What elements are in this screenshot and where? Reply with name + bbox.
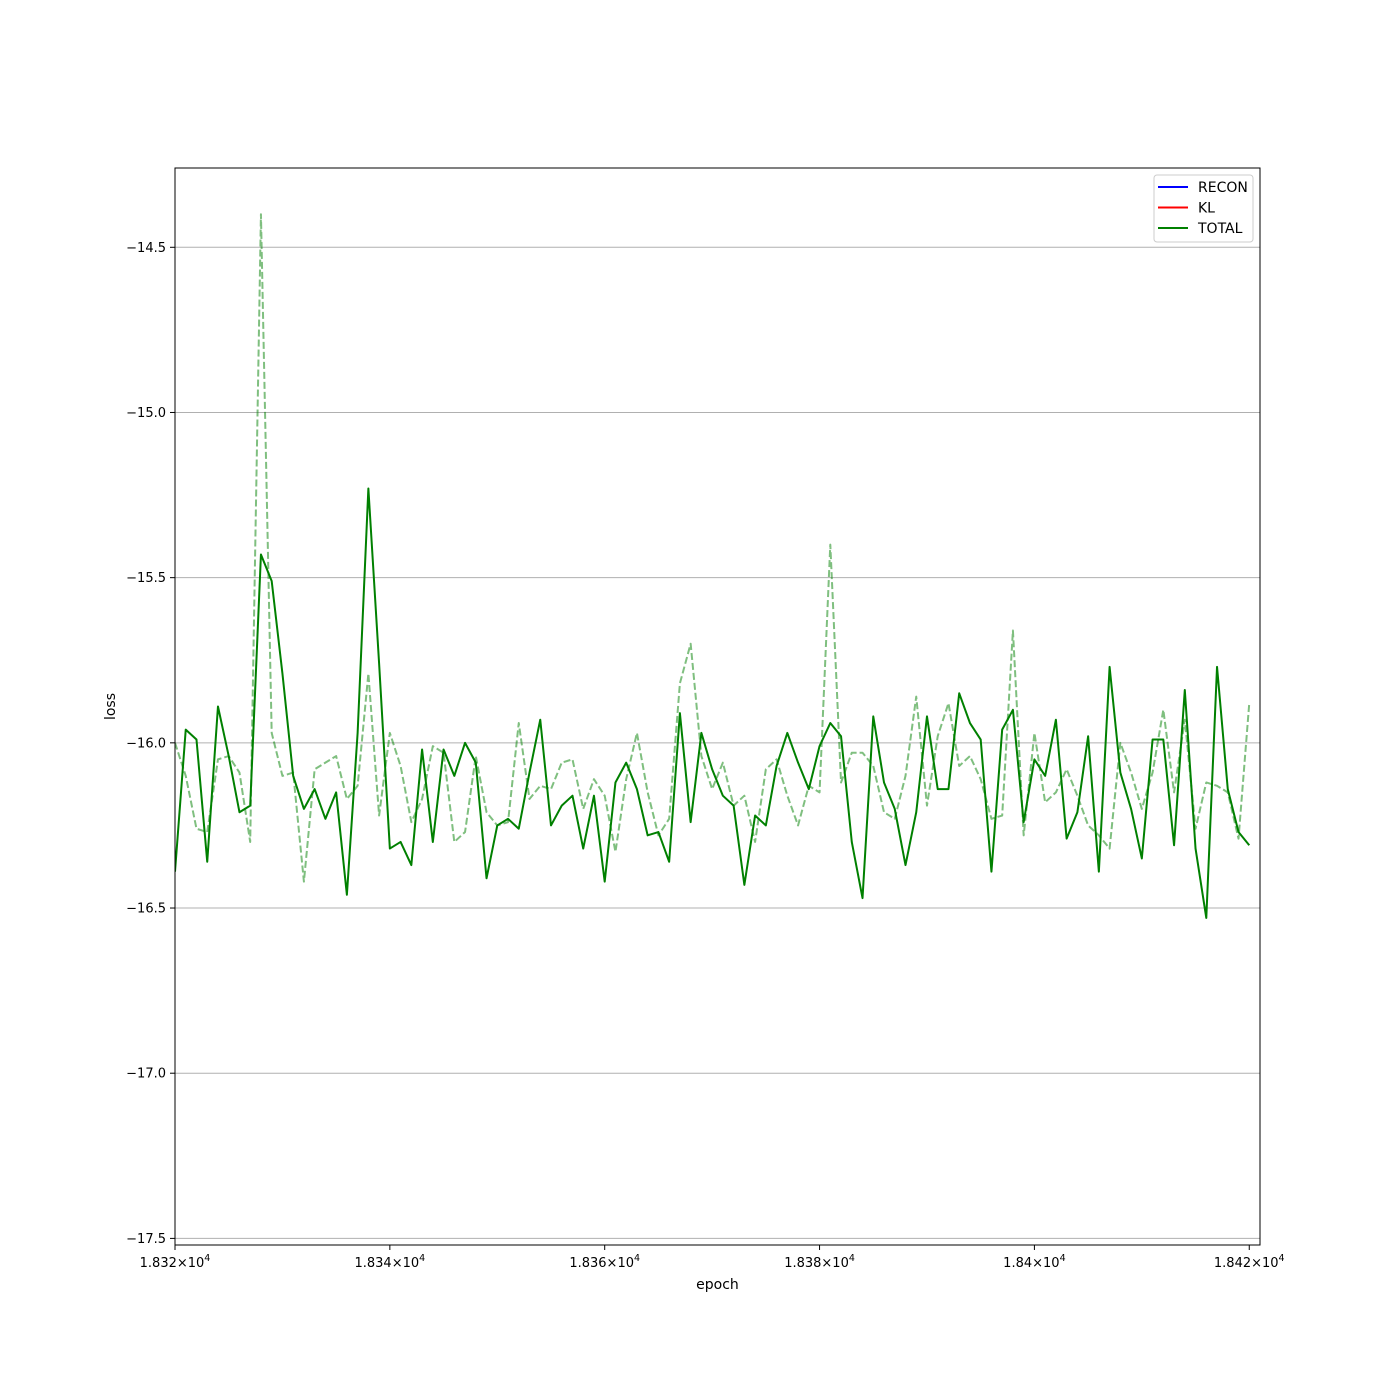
legend-label-kl: KL (1198, 201, 1215, 217)
x-tick-label: 1.838×104 (784, 1253, 855, 1271)
y-axis-label: loss (103, 693, 119, 720)
y-tick-label: −14.5 (126, 241, 166, 256)
y-tick-label: −16.0 (126, 736, 166, 751)
plot-frame (174, 167, 1261, 1246)
y-tick-label: −17.0 (126, 1067, 166, 1082)
legend-label-total: TOTAL (1197, 221, 1243, 237)
x-tick-label: 1.836×104 (569, 1253, 640, 1271)
series-line-total (175, 487, 1251, 919)
x-tick-label: 1.832×104 (140, 1253, 211, 1271)
legend-label-recon: RECON (1198, 180, 1248, 196)
y-tick-label: −15.5 (126, 571, 166, 586)
x-tick-label: 1.834×104 (354, 1253, 425, 1271)
legend-box (1153, 174, 1254, 243)
x-axis: 1.832×104 1.834×104 1.836×104 1.838×104 1.84… (140, 1245, 1285, 1271)
x-tick-label: 1.842×104 (1214, 1253, 1285, 1271)
x-tick-label: 1.84×104 (1003, 1253, 1065, 1271)
y-axis: −14.5 −15.0 −15.5 −16.0 −16.5 −17.0 −17.5 (126, 241, 175, 1247)
x-axis-label: epoch (696, 1277, 739, 1293)
y-tick-label: −17.5 (126, 1232, 166, 1247)
y-tick-label: −15.0 (126, 406, 166, 421)
plot-series (175, 213, 1251, 919)
legend: RECON KL TOTAL (1153, 174, 1254, 243)
y-tick-label: −16.5 (126, 902, 166, 917)
y-gridlines (175, 246, 1260, 1239)
